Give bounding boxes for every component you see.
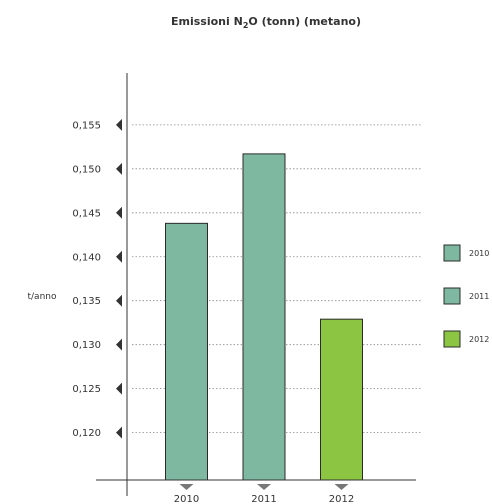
x-tick-marker — [257, 484, 271, 490]
y-tick-label: 0,120 — [72, 428, 101, 439]
legend-label: 2010 — [469, 249, 489, 258]
bar-2011 — [242, 153, 286, 481]
y-axis-label: t/anno — [28, 292, 57, 302]
chart-title-subscript: 2 — [243, 21, 249, 30]
legend-swatch — [443, 330, 461, 348]
x-tick-marker — [334, 484, 349, 490]
legend-label: 2012 — [469, 335, 489, 344]
bar-2012 — [320, 318, 363, 481]
chart-title-main: Emissioni N — [171, 15, 243, 28]
y-tick-label: 0,140 — [72, 252, 101, 263]
y-tick-marker — [116, 382, 122, 395]
y-tick-marker — [116, 338, 122, 351]
y-tick-label: 0,155 — [72, 120, 101, 131]
legend: 2010 2011 2012 — [443, 244, 489, 348]
y-tick-marker — [116, 250, 122, 263]
x-tick-marker — [179, 484, 194, 490]
legend-label: 2011 — [469, 292, 489, 301]
chart-title-rest: O (tonn) (metano) — [248, 15, 361, 28]
x-tick-label: 2011 — [251, 494, 276, 504]
y-tick-marker — [116, 206, 122, 219]
y-tick-marker — [116, 162, 122, 175]
bars — [165, 153, 363, 481]
y-tick-label: 0,125 — [72, 384, 101, 395]
y-tick-label: 0,135 — [72, 296, 101, 307]
y-tick-marker — [116, 118, 122, 131]
legend-swatch — [443, 244, 461, 262]
y-tick-label: 0,130 — [72, 340, 101, 351]
y-tick-label: 0,150 — [72, 164, 101, 175]
y-tick-marker — [116, 294, 122, 307]
y-tick-labels: 0,155 0,150 0,145 0,140 0,135 0,130 0,125 0,120 — [72, 118, 122, 439]
x-tick-label: 2010 — [174, 494, 199, 504]
x-tick-labels: 2010 2011 2012 — [174, 484, 354, 504]
legend-swatch — [443, 287, 461, 305]
bar-2010 — [165, 222, 208, 481]
y-tick-marker — [116, 426, 122, 439]
x-tick-label: 2012 — [329, 494, 354, 504]
chart-title: Emissioni N2O (tonn) (metano) — [171, 15, 361, 30]
y-tick-label: 0,145 — [72, 208, 101, 219]
